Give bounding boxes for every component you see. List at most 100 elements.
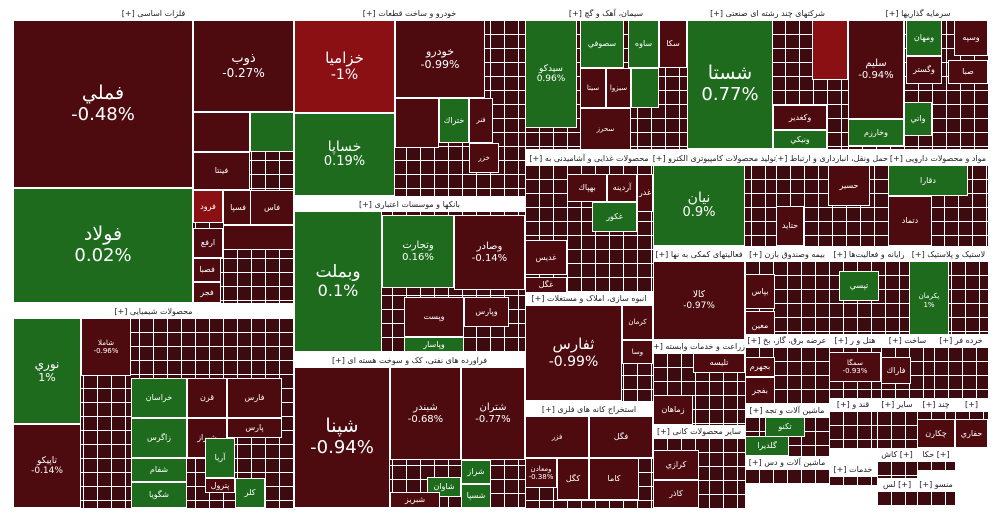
stock-tile[interactable]: فسپا bbox=[223, 190, 253, 225]
stock-tile[interactable]: خزر bbox=[469, 143, 499, 173]
sector-header[interactable]: خدمات [+] bbox=[829, 463, 877, 476]
stock-tile[interactable]: سحرز bbox=[580, 108, 631, 149]
sector-header[interactable]: تولید محصولات کامپیوتری الکترو [+] bbox=[653, 152, 776, 165]
sector-header[interactable]: بیمه وصندوق بازن [+] bbox=[745, 248, 829, 261]
stock-tile[interactable]: فرود bbox=[193, 190, 223, 223]
stock-tile[interactable]: خساپا 0.19% bbox=[294, 113, 395, 196]
stock-tile[interactable]: زماهان bbox=[653, 395, 693, 425]
stock-tile[interactable]: كرازي bbox=[653, 450, 699, 480]
stock-tile[interactable]: سليم -0.94% bbox=[848, 20, 904, 119]
sector-header[interactable]: زراعت و خدمات وابسته [+] bbox=[653, 340, 745, 353]
sector-header[interactable]: مواد و محصولات دارویی [+] bbox=[888, 152, 988, 165]
stock-tile[interactable]: فولاد 0.02% bbox=[13, 188, 193, 303]
stock-tile[interactable]: غكور bbox=[592, 202, 637, 232]
stock-tile[interactable]: تپسي bbox=[839, 271, 879, 301]
stock-tile[interactable]: بفجر bbox=[745, 377, 775, 404]
sector-header[interactable]: حمل ونقل، انبارداری و ارتباط [+] bbox=[776, 152, 888, 165]
stock-tile[interactable]: فگل bbox=[589, 416, 653, 458]
stock-tile[interactable]: نيان 0.9% bbox=[653, 165, 745, 246]
stock-tile[interactable]: شاملا -0.96% bbox=[81, 318, 131, 376]
stock-tile[interactable]: وپاسار bbox=[404, 337, 464, 352]
stock-tile[interactable]: ذوب -0.27% bbox=[193, 20, 294, 112]
stock-tile[interactable]: وصادر -0.14% bbox=[454, 215, 525, 290]
stock-tile[interactable]: ومهان bbox=[906, 20, 942, 56]
sector-header[interactable]: سرمایه گذاریها [+] bbox=[848, 7, 988, 20]
stock-tile[interactable]: وبملت 0.1% bbox=[294, 211, 382, 352]
stock-tile[interactable]: تكنو bbox=[765, 417, 805, 437]
stock-tile[interactable]: تاپيكو -0.14% bbox=[13, 424, 81, 508]
stock-tile[interactable]: پترول bbox=[205, 478, 235, 493]
stock-tile[interactable]: فجر bbox=[193, 282, 221, 303]
stock-tile[interactable]: وتجارت 0.16% bbox=[382, 215, 454, 288]
sector-header[interactable]: فعالیتهای کمکی به نها [+] bbox=[653, 248, 745, 261]
sector-header[interactable]: ماشین آلات و دس [+] bbox=[745, 456, 829, 469]
stock-tile[interactable]: شگويا bbox=[131, 482, 187, 508]
sector-header[interactable]: استخراج کانه های فلزی [+] bbox=[525, 403, 653, 416]
stock-tile[interactable]: شراز bbox=[461, 460, 491, 484]
sector-header[interactable]: محصولات غذایی و آشامیدنی به [+] bbox=[525, 152, 653, 165]
stock-tile[interactable]: كاما bbox=[589, 458, 639, 500]
stock-tile[interactable]: سيتا bbox=[580, 68, 606, 108]
stock-tile[interactable] bbox=[250, 112, 294, 152]
sector-header[interactable]: فراورده های نفتی، کک و سوخت هسته ای [+] bbox=[294, 354, 525, 367]
stock-tile[interactable] bbox=[193, 112, 250, 152]
stock-tile[interactable]: وسپه bbox=[954, 20, 988, 56]
stock-tile[interactable] bbox=[631, 68, 659, 108]
stock-tile[interactable]: حتايد bbox=[776, 206, 804, 246]
stock-tile[interactable] bbox=[223, 225, 294, 250]
stock-tile[interactable]: ارفع bbox=[193, 228, 223, 258]
stock-tile[interactable]: كرمان bbox=[622, 305, 653, 340]
stock-tile[interactable]: فزر bbox=[525, 416, 589, 458]
stock-tile[interactable]: تليسه bbox=[693, 353, 745, 373]
stock-tile[interactable]: آردينه bbox=[607, 174, 637, 202]
stock-tile[interactable]: ومعادن -0.38% bbox=[525, 458, 557, 488]
stock-tile[interactable]: شپنا -0.94% bbox=[294, 367, 390, 508]
stock-tile[interactable]: وپارس bbox=[464, 297, 509, 327]
stock-tile[interactable]: سيزوا bbox=[606, 68, 631, 108]
stock-tile[interactable]: غدیس bbox=[525, 240, 567, 275]
stock-tile[interactable]: چكارن bbox=[917, 419, 955, 448]
stock-tile[interactable]: حفاري bbox=[955, 419, 988, 448]
sector-header[interactable]: هتل و ر [+] bbox=[829, 334, 881, 347]
stock-tile[interactable]: شبريز bbox=[390, 492, 440, 508]
stock-tile[interactable]: بجهرم bbox=[745, 357, 775, 377]
sector-header[interactable]: انبوه سازی، املاک و مستغلات [+] bbox=[525, 292, 653, 305]
stock-tile[interactable]: پكرمان 1% bbox=[909, 261, 949, 340]
stock-tile[interactable]: شسپا bbox=[461, 484, 491, 508]
stock-tile[interactable]: ثفارس -0.99% bbox=[525, 305, 622, 401]
sector-header[interactable]: شرکتهای چند رشته ای صنعتی [+] bbox=[687, 7, 848, 20]
stock-tile[interactable]: دقارا bbox=[888, 165, 968, 196]
stock-tile[interactable]: فارس bbox=[227, 378, 282, 418]
stock-tile[interactable]: شفام bbox=[131, 458, 187, 482]
sector-header[interactable]: سایر [+] bbox=[877, 398, 917, 411]
stock-tile[interactable]: شستا 0.77% bbox=[687, 20, 773, 149]
stock-tile[interactable]: دتماد bbox=[888, 196, 932, 246]
stock-tile[interactable]: شتران -0.77% bbox=[461, 367, 525, 460]
stock-tile[interactable]: زاگرس bbox=[131, 418, 187, 458]
stock-tile[interactable]: وپست bbox=[404, 297, 464, 337]
stock-tile[interactable]: ختراك bbox=[439, 98, 469, 143]
stock-tile[interactable]: كلر bbox=[235, 478, 265, 508]
stock-tile[interactable]: ونيكي bbox=[773, 130, 827, 149]
sector-header[interactable]: منسو [+] bbox=[917, 478, 955, 491]
stock-tile[interactable]: شبندر -0.68% bbox=[390, 367, 461, 460]
stock-tile[interactable]: حسير bbox=[828, 165, 870, 206]
stock-tile[interactable]: كاذر bbox=[653, 480, 699, 508]
sector-header[interactable]: [+] لس bbox=[877, 478, 917, 491]
stock-tile[interactable]: سكا bbox=[659, 20, 687, 68]
stock-tile[interactable]: سصوفي bbox=[580, 20, 624, 68]
stock-tile[interactable]: ساوه bbox=[628, 20, 659, 68]
stock-tile[interactable]: بهپاك bbox=[567, 174, 607, 202]
sector-header[interactable]: قند و [+] bbox=[829, 398, 877, 411]
sector-header[interactable]: رایانه و فعالیت‌ها [+] bbox=[829, 248, 909, 261]
stock-tile[interactable]: فينتا bbox=[193, 152, 250, 190]
stock-tile[interactable]: فملي -0.48% bbox=[13, 20, 193, 188]
stock-tile[interactable]: واتي bbox=[904, 102, 932, 136]
stock-tile[interactable]: فنر bbox=[469, 98, 493, 143]
stock-tile[interactable]: خزاميا -1% bbox=[294, 20, 395, 113]
sector-header[interactable]: لاستیک و پلاستیک [+] bbox=[909, 248, 988, 261]
sector-header[interactable]: [+] حكا bbox=[917, 448, 955, 461]
stock-tile[interactable] bbox=[395, 98, 439, 148]
sector-header[interactable]: چند [+] bbox=[917, 398, 955, 411]
stock-tile[interactable]: فاس bbox=[250, 190, 294, 225]
